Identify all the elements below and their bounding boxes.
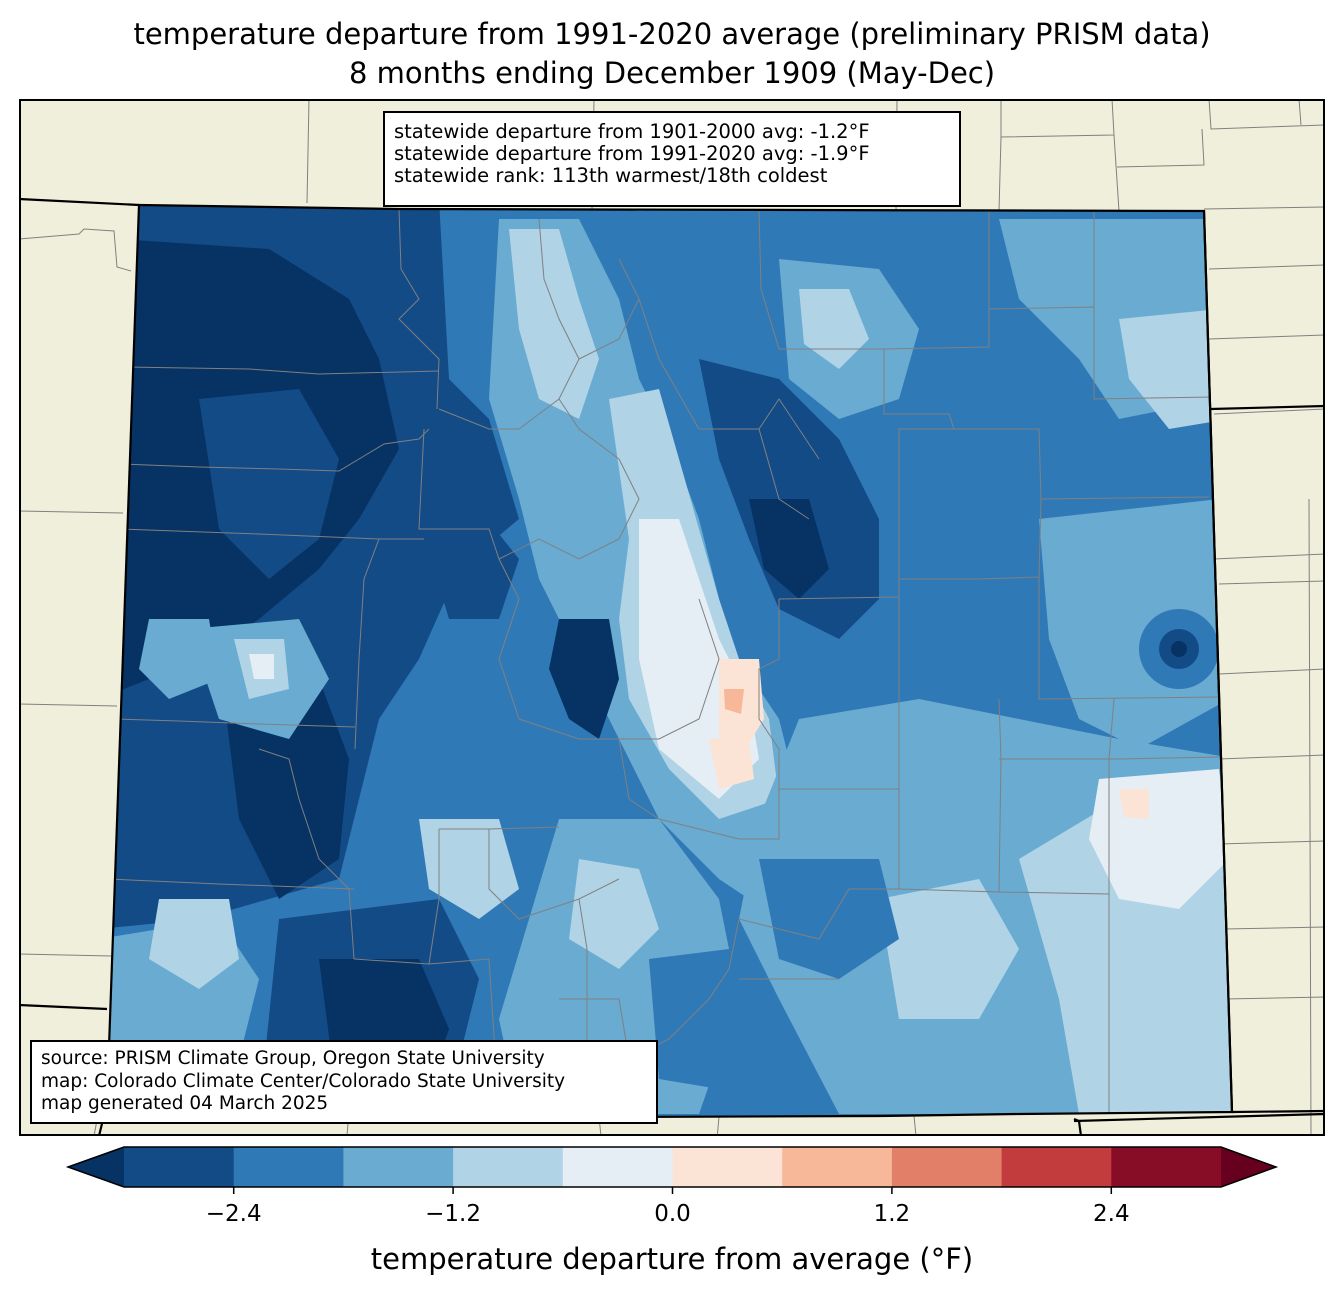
colorbar-bin [124,1147,235,1187]
source-box: source: PRISM Climate Group, Oregon Stat… [30,1040,658,1124]
source-line: source: PRISM Climate Group, Oregon Stat… [41,1048,545,1069]
colorbar-bin [672,1147,783,1187]
colorbar-bin [233,1147,344,1187]
map-frame [19,99,1325,1136]
colorbar-label: temperature departure from average (°F) [370,1242,974,1276]
colorbar-bin [782,1147,893,1187]
temperature-field [107,205,1232,1117]
map-title: temperature departure from 1991-2020 ave… [133,17,1211,51]
colorbar-bin [1111,1147,1222,1187]
colorbar-tick-label: 2.4 [1093,1201,1130,1227]
colorbar-outline [65,1146,1279,1188]
colorbar-bin [343,1147,454,1187]
colorado-map [19,99,1325,1136]
stats-rank: statewide rank: 113th warmest/18th colde… [394,164,828,187]
colorbar-bin [562,1147,673,1187]
colorbar-over-arrow [1221,1147,1276,1187]
colorbar-bin [1001,1147,1112,1187]
stats-departure-1901-2000: statewide departure from 1901-2000 avg: … [394,120,870,143]
colorbar-tick-label: −1.2 [425,1201,481,1227]
colorado-county-lines [108,208,1220,1115]
colorbar-tick-label: −2.4 [206,1201,262,1227]
map-subtitle: 8 months ending December 1909 (May-Dec) [348,56,996,90]
statewide-stats-box: statewide departure from 1901-2000 avg: … [383,111,961,207]
map-credit-line: map: Colorado Climate Center/Colorado St… [41,1070,566,1092]
stats-departure-1991-2020: statewide departure from 1991-2020 avg: … [394,142,870,165]
colorbar-bin [891,1147,1003,1187]
colorbar-tick-label: 1.2 [874,1201,911,1227]
generated-date-line: map generated 04 March 2025 [41,1093,329,1114]
colorbar: −2.4 −1.2 0.0 1.2 2.4 [65,1146,1279,1227]
colorbar-tick-label: 0.0 [654,1201,691,1227]
colorbar-under-arrow [68,1147,124,1187]
colorbar-bin [453,1147,564,1187]
